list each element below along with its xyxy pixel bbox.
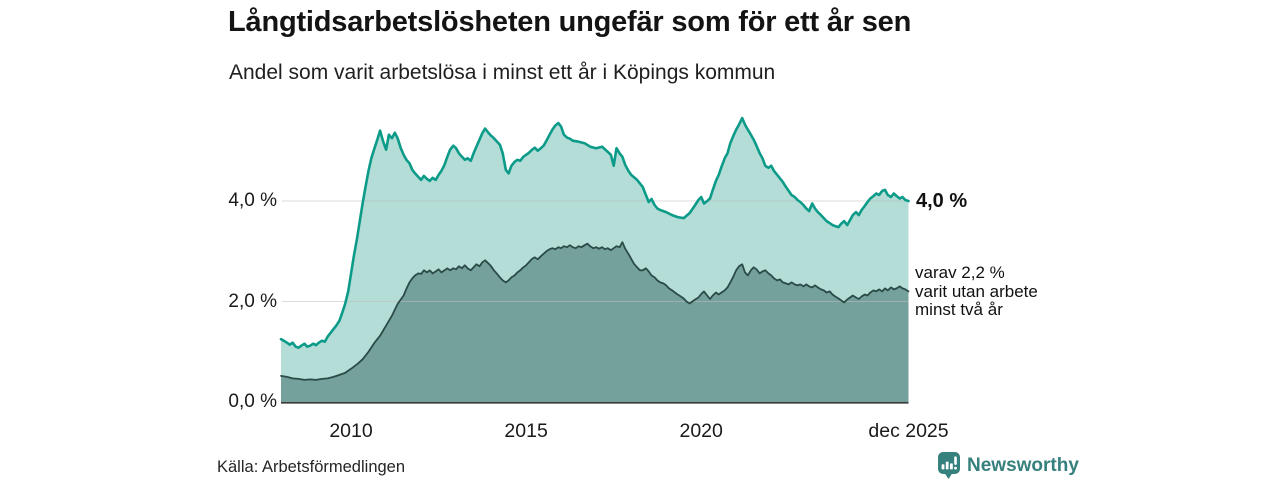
y-tick-label-20: 2,0 % <box>228 290 277 312</box>
end-value-label-line3: minst två år <box>915 300 1003 320</box>
line-total <box>279 116 910 349</box>
end-value-label-line1: varav 2,2 % <box>915 263 1005 282</box>
x-tick-label-dec2025: dec 2025 <box>868 420 949 442</box>
newsworthy-brand: Newsworthy <box>938 452 1079 480</box>
page-title: Långtidsarbetslösheten ungefär som för e… <box>228 6 912 38</box>
area-fill-two-years <box>281 242 909 402</box>
y-tick-label-00: 0,0 % <box>228 391 277 412</box>
chart-subtitle: Andel som varit arbetslösa i minst ett å… <box>229 61 776 84</box>
newsworthy-logo-icon <box>938 452 960 479</box>
end-value-label-subseries: varav 2,2 % varit utan arbete minst två … <box>915 263 1038 320</box>
x-tick-label-2020: 2020 <box>679 420 723 442</box>
line-two-years <box>280 241 910 381</box>
x-tick-label-2010: 2010 <box>329 420 373 442</box>
brand-name: Newsworthy <box>967 455 1079 476</box>
source-attribution: Källa: Arbetsförmedlingen <box>217 458 406 476</box>
end-value-label-line2: varit utan arbete <box>915 281 1038 301</box>
end-value-label-total: 4,0 % <box>916 190 968 212</box>
x-tick-label-2015: 2015 <box>504 420 548 442</box>
y-tick-label-40: 4,0 % <box>228 190 277 211</box>
